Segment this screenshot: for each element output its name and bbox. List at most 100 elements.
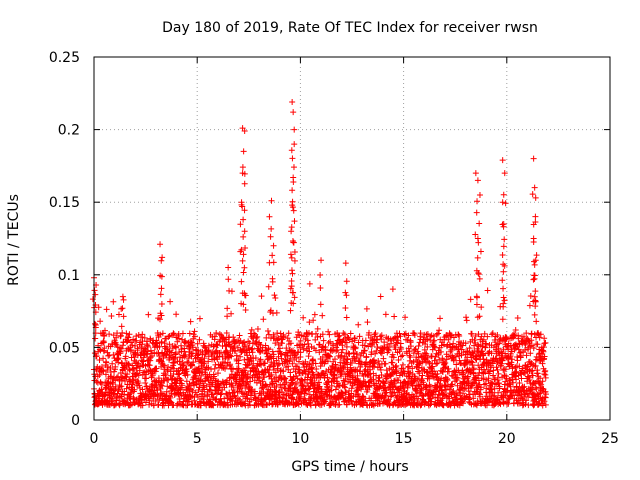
data-point: [133, 364, 140, 371]
data-point: [472, 231, 479, 238]
data-point: [306, 280, 313, 287]
data-point: [484, 287, 491, 294]
data-point: [407, 354, 414, 361]
data-point: [151, 391, 158, 398]
data-point: [93, 353, 100, 360]
data-point: [123, 374, 130, 381]
data-point: [270, 310, 277, 317]
data-point: [465, 378, 472, 385]
data-point: [179, 382, 186, 389]
data-point: [495, 389, 502, 396]
data-point: [290, 207, 297, 214]
data-point: [267, 233, 274, 240]
data-point: [450, 387, 457, 394]
data-point: [377, 333, 384, 340]
data-point: [291, 257, 298, 264]
data-point: [395, 357, 402, 364]
data-point: [201, 386, 208, 393]
data-point: [143, 338, 150, 345]
data-point: [163, 388, 170, 395]
data-point: [467, 296, 474, 303]
data-point: [167, 368, 174, 375]
data-point: [510, 379, 517, 386]
data-point: [171, 343, 178, 350]
data-point: [213, 378, 220, 385]
data-point: [541, 398, 548, 405]
data-point: [242, 245, 249, 252]
data-point: [222, 343, 229, 350]
data-point: [306, 348, 313, 355]
data-point: [521, 347, 528, 354]
axes: 0 5 10 15 20 25 0 0.05 0.1 0.15 0.2 0.25: [49, 50, 619, 447]
data-point: [172, 344, 179, 351]
data-point: [471, 337, 478, 344]
data-point: [140, 354, 147, 361]
y-tick-label: 0.05: [49, 340, 80, 356]
data-point: [415, 395, 422, 402]
data-point: [321, 371, 328, 378]
data-point: [527, 293, 534, 300]
data-point: [523, 397, 530, 404]
data-point: [386, 344, 393, 351]
data-point: [396, 330, 403, 337]
data-point: [372, 350, 379, 357]
data-point: [186, 398, 193, 405]
data-point: [516, 380, 523, 387]
data-point: [187, 318, 194, 325]
data-point: [117, 349, 124, 356]
data-point: [381, 339, 388, 346]
data-point: [213, 341, 220, 348]
data-point: [264, 350, 271, 357]
data-point: [337, 359, 344, 366]
data-point: [232, 339, 239, 346]
data-point: [343, 292, 350, 299]
data-point: [237, 221, 244, 228]
data-point: [477, 391, 484, 398]
data-point: [261, 374, 268, 381]
data-point: [435, 330, 442, 337]
x-tick-label: 15: [395, 431, 413, 447]
data-point: [103, 359, 110, 366]
data-point: [354, 367, 361, 374]
data-point: [501, 262, 508, 269]
data-point: [306, 391, 313, 398]
data-point: [314, 333, 321, 340]
data-point: [337, 373, 344, 380]
data-point: [286, 382, 293, 389]
data-point: [166, 393, 173, 400]
data-point: [343, 343, 350, 350]
data-point: [463, 314, 470, 321]
data-point: [139, 402, 146, 409]
data-point: [161, 362, 168, 369]
data-point: [371, 333, 378, 340]
data-point: [449, 381, 456, 388]
data-point: [335, 333, 342, 340]
data-point: [166, 341, 173, 348]
data-point: [239, 257, 246, 264]
data-point: [501, 170, 508, 177]
data-point: [430, 389, 437, 396]
data-point: [541, 353, 548, 360]
data-point: [270, 351, 277, 358]
data-point: [339, 338, 346, 345]
data-point: [513, 376, 520, 383]
data-point: [489, 380, 496, 387]
data-point: [290, 109, 297, 116]
data-point: [100, 368, 107, 375]
data-point: [273, 383, 280, 390]
data-point: [112, 341, 119, 348]
data-point: [114, 330, 121, 337]
data-point: [526, 302, 533, 309]
data-point: [531, 311, 538, 318]
data-point: [500, 285, 507, 292]
data-point: [156, 316, 163, 323]
data-point: [101, 333, 108, 340]
data-point: [500, 367, 507, 374]
data-point: [482, 344, 489, 351]
data-point: [245, 344, 252, 351]
data-point: [268, 359, 275, 366]
data-point: [261, 360, 268, 367]
data-point: [252, 354, 259, 361]
data-point: [275, 377, 282, 384]
